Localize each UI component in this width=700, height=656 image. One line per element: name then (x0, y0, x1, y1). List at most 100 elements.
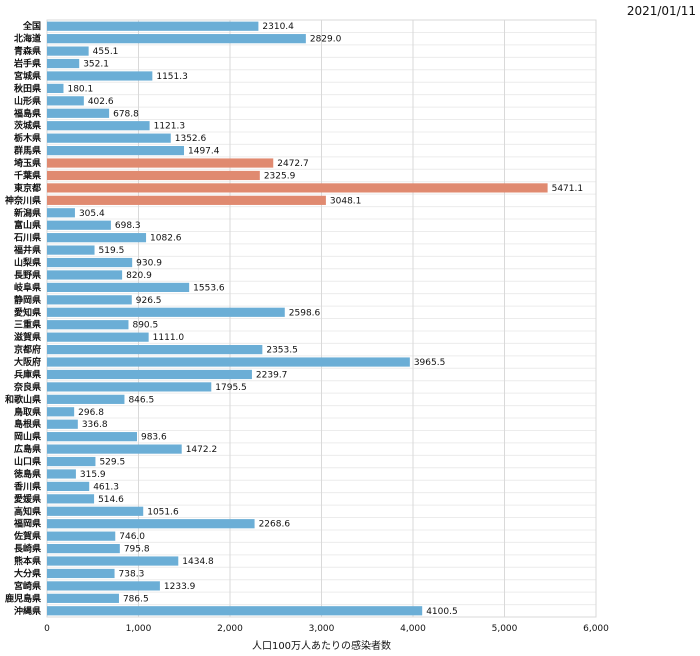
value-label: 3048.1 (330, 196, 362, 206)
x-tick-label: 6,000 (583, 624, 609, 634)
value-label: 1795.5 (215, 383, 247, 393)
value-label: 315.9 (80, 470, 106, 480)
bar (47, 83, 64, 94)
category-label: 愛知県 (14, 306, 41, 318)
value-label: 2829.0 (310, 35, 342, 45)
bar (47, 568, 115, 579)
category-label: 香川県 (13, 480, 41, 492)
category-label: 和歌山県 (4, 393, 41, 405)
category-label: 鹿児島県 (4, 592, 41, 604)
bar (47, 257, 133, 268)
bar (47, 494, 95, 504)
bar (47, 320, 129, 330)
bar (47, 133, 171, 143)
category-label: 山梨県 (14, 257, 41, 269)
bars (47, 21, 548, 616)
bar (47, 481, 90, 492)
value-label: 846.5 (128, 395, 154, 405)
bar (47, 96, 84, 106)
bar (47, 543, 120, 554)
value-label: 514.6 (98, 495, 124, 505)
bar (47, 606, 423, 616)
category-labels: 全国北海道青森県岩手県宮城県秋田県山形県福島県茨城県栃木県群馬県埼玉県千葉県東京… (4, 20, 41, 617)
category-label: 新潟県 (14, 207, 41, 219)
category-label: 岩手県 (13, 58, 41, 70)
category-label: 北海道 (14, 33, 41, 45)
value-label: 698.3 (115, 221, 141, 231)
category-label: 富山県 (14, 219, 41, 231)
bar (47, 270, 123, 280)
bar (47, 108, 110, 118)
value-label: 529.5 (99, 458, 125, 468)
bar (47, 581, 160, 591)
category-label: 宮城県 (14, 70, 41, 82)
x-axis-label: 人口100万人あたりの感染者数 (252, 639, 391, 652)
value-label: 336.8 (82, 420, 108, 430)
value-label: 1151.3 (156, 72, 188, 82)
category-label: 兵庫県 (14, 368, 41, 380)
bar (47, 419, 78, 429)
bar (47, 444, 182, 454)
category-label: 大分県 (14, 567, 41, 579)
value-label: 1121.3 (154, 122, 186, 132)
category-label: 佐賀県 (13, 530, 41, 542)
bar (47, 34, 306, 44)
value-label: 746.0 (119, 532, 145, 542)
x-tick-label: 2,000 (217, 624, 243, 634)
value-label: 2353.5 (266, 346, 298, 356)
value-label: 1082.6 (150, 234, 182, 244)
bar (47, 394, 125, 404)
value-label: 1233.9 (164, 582, 196, 592)
value-label: 3965.5 (414, 358, 446, 368)
bar (47, 145, 185, 156)
value-label: 1352.6 (175, 134, 207, 144)
category-label: 奈良県 (13, 381, 41, 393)
value-label: 352.1 (83, 60, 109, 70)
category-label: 秋田県 (13, 82, 41, 94)
bar (47, 344, 263, 355)
category-label: 長野県 (14, 270, 41, 281)
value-label: 890.5 (132, 321, 158, 331)
bar (47, 58, 80, 69)
category-label: 福井県 (13, 244, 41, 256)
x-tick-label: 1,000 (126, 624, 152, 634)
bar (47, 357, 410, 367)
value-label: 2310.4 (262, 22, 294, 32)
bar (47, 519, 255, 529)
bar (47, 220, 111, 230)
value-label: 1497.4 (188, 147, 220, 157)
bar (47, 307, 285, 317)
value-label: 4100.5 (426, 607, 458, 617)
category-label: 福岡県 (13, 518, 41, 530)
value-label: 983.6 (141, 433, 167, 443)
bar (47, 407, 75, 417)
value-labels: 2310.4 2829.0 455.1 352.1 1151.3 180.1 402.6 67… (67, 22, 583, 617)
value-label: 2325.9 (264, 171, 296, 181)
category-label: 山形県 (14, 95, 41, 107)
x-tick-label: 4,000 (400, 624, 426, 634)
bar (47, 46, 89, 56)
value-label: 820.9 (126, 271, 152, 281)
value-label: 786.5 (123, 594, 149, 604)
x-tick-label: 5,000 (492, 624, 518, 634)
bar (47, 195, 326, 205)
category-label: 高知県 (14, 505, 41, 517)
category-label: 沖縄県 (14, 605, 41, 617)
bar (47, 332, 149, 342)
value-label: 519.5 (99, 246, 125, 256)
category-label: 大阪府 (14, 356, 41, 368)
value-label: 1553.6 (193, 283, 225, 293)
value-label: 180.1 (67, 84, 93, 94)
category-label: 三重県 (14, 319, 41, 331)
bar (47, 456, 96, 467)
value-label: 2239.7 (256, 370, 288, 380)
bar (47, 282, 190, 293)
category-label: 静岡県 (14, 294, 41, 306)
value-label: 2598.6 (289, 308, 321, 318)
category-label: 徳島県 (13, 468, 41, 480)
category-label: 島根県 (14, 418, 41, 430)
category-label: 長崎県 (14, 543, 41, 555)
category-label: 愛媛県 (14, 493, 41, 505)
date-label: 2021/01/11 (626, 4, 696, 18)
